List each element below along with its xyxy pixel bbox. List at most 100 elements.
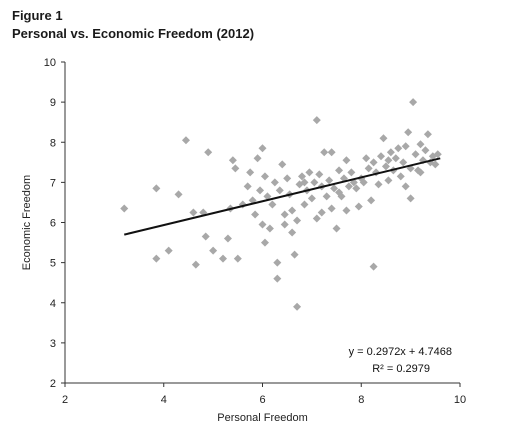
data-point [258,144,267,153]
data-point [317,208,326,217]
x-tick-label: 6 [259,394,265,406]
y-tick-label: 5 [50,258,56,270]
data-point [290,250,299,259]
data-point [298,172,306,181]
x-tick-label: 2 [62,394,68,406]
data-point [189,208,198,217]
data-point [384,156,393,165]
data-point [409,98,418,107]
data-point [320,148,329,157]
data-point [191,260,200,269]
data-point [260,172,269,181]
data-point [362,154,371,163]
data-point [305,168,314,177]
data-point [391,154,400,163]
data-point [352,184,361,193]
y-tick-label: 7 [50,177,56,189]
data-point [364,164,373,173]
data-point [335,188,344,197]
data-point [204,148,213,157]
y-axis-title: Economic Freedom [21,175,33,270]
data-point [265,224,274,233]
data-point [233,254,242,263]
data-point [120,204,129,213]
y-tick-label: 6 [50,218,56,230]
data-point [327,204,336,213]
data-point [342,156,351,165]
trend-line [124,157,441,236]
data-point [283,174,292,183]
y-tick-label: 10 [44,57,56,69]
data-point [268,200,277,209]
y-tick-label: 4 [50,298,56,310]
chart-title: Personal vs. Economic Freedom (2012) [12,26,255,41]
data-point [379,134,388,143]
data-point [293,302,302,311]
data-point [369,158,378,167]
ticks-layer: 2 3 4 5 6 7 8 9 10 2 4 6 8 10 [44,57,466,406]
figure-label: Figure 1 [12,8,63,23]
data-point [260,238,269,247]
data-point [263,192,272,201]
data-point [300,178,309,187]
data-point [181,136,190,145]
data-point [275,186,284,195]
data-point [335,166,344,175]
data-point [209,246,218,255]
data-point [256,186,265,195]
data-point [312,116,321,125]
y-tick-label: 2 [50,378,56,390]
x-tick-label: 4 [161,394,167,406]
data-point [399,158,408,167]
data-point [327,148,336,157]
data-point [421,146,430,155]
data-point [404,128,413,137]
data-point [325,176,334,185]
data-point [270,178,279,187]
data-point [307,194,316,203]
data-point [164,246,173,255]
trend-r-squared: R² = 0.2979 [372,363,430,375]
data-point [228,156,237,165]
data-point [288,206,297,215]
data-point [251,210,260,219]
data-point [152,254,161,263]
y-tick-label: 3 [50,338,56,350]
data-point [273,258,282,267]
x-tick-label: 10 [454,394,466,406]
data-point [433,150,442,159]
data-point [374,180,383,189]
data-point [330,184,339,193]
data-point [396,172,405,181]
data-point [369,262,378,271]
points-layer [120,98,442,311]
data-point [394,144,403,153]
data-point [312,214,321,223]
data-point [219,254,227,263]
data-point [280,220,289,229]
data-point [253,154,262,163]
data-point [223,234,232,243]
data-point [315,170,324,179]
data-point [243,182,252,191]
data-point [231,164,240,173]
data-point [381,162,390,171]
data-point [416,168,425,177]
data-point [273,274,282,283]
data-point [423,130,432,139]
data-point [359,178,368,187]
data-point [384,176,393,185]
data-point [411,150,420,159]
data-point [344,182,353,191]
data-point [300,200,309,209]
data-point [401,142,410,151]
y-tick-label: 9 [50,97,56,109]
data-point [293,216,302,225]
trend-equation: y = 0.2972x + 4.7468 [349,346,452,358]
data-point [431,160,440,169]
data-point [406,194,415,203]
data-point [322,192,331,201]
data-point [246,168,255,177]
data-point [258,220,267,229]
